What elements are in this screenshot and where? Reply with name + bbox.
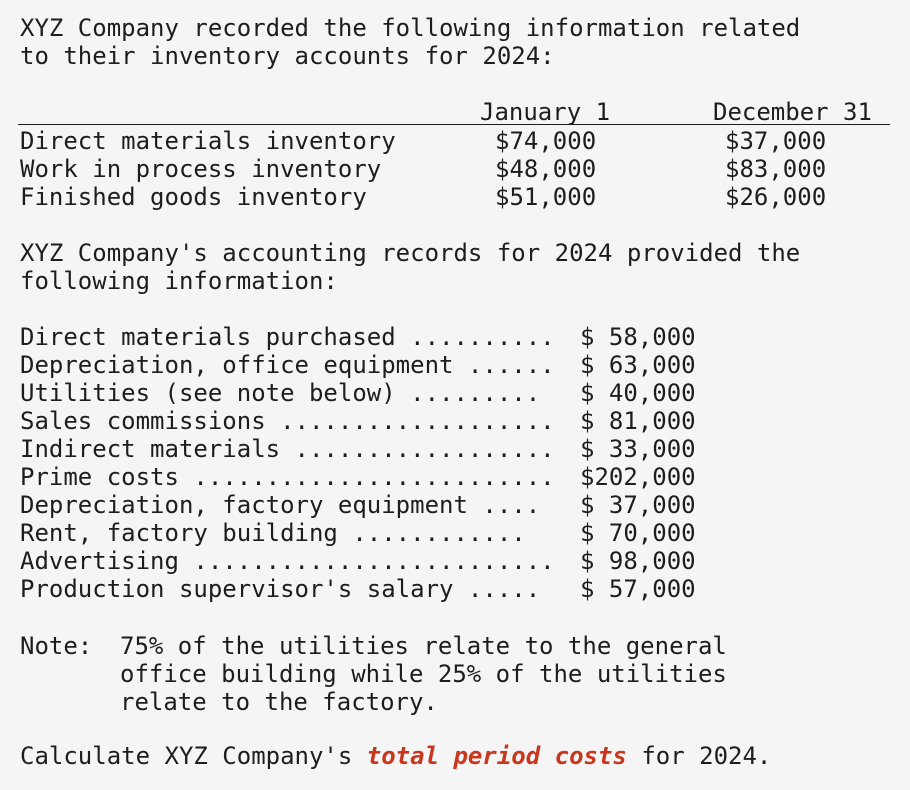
cost-item-value: $ 63,000 bbox=[580, 351, 696, 379]
intro-text: XYZ Company recorded the following infor… bbox=[20, 14, 800, 70]
inventory-dec-value: $26,000 bbox=[725, 183, 827, 211]
cost-item-label: Rent, factory building ............ bbox=[20, 519, 526, 547]
cost-item-value: $202,000 bbox=[580, 463, 696, 491]
cost-item-label: Advertising ......................... bbox=[20, 547, 555, 575]
inventory-dec-value: $37,000 bbox=[725, 127, 827, 155]
records-intro-line-2: following information: bbox=[20, 267, 338, 295]
question-emphasis: total period costs bbox=[366, 742, 627, 770]
question-prefix: Calculate XYZ Company's bbox=[20, 742, 367, 770]
cost-item-value: $ 81,000 bbox=[580, 407, 696, 435]
cost-item-value: $ 57,000 bbox=[580, 575, 696, 603]
note-line-3: relate to the factory. bbox=[120, 688, 438, 716]
cost-item-label: Production supervisor's salary ..... bbox=[20, 575, 541, 603]
inventory-dec-value: $83,000 bbox=[725, 155, 827, 183]
note-line-2: office building while 25% of the utiliti… bbox=[120, 660, 727, 688]
cost-item-label: Depreciation, office equipment ...... bbox=[20, 351, 555, 379]
cost-item-value: $ 98,000 bbox=[580, 547, 696, 575]
intro-line-2: to their inventory accounts for 2024: bbox=[20, 42, 555, 70]
note-label: Note: bbox=[20, 632, 93, 660]
cost-item-value: $ 58,000 bbox=[580, 323, 696, 351]
inventory-jan-value: $48,000 bbox=[495, 155, 597, 183]
cost-item-value: $ 40,000 bbox=[580, 379, 696, 407]
cost-item-label: Sales commissions ................... bbox=[20, 407, 555, 435]
cost-item-label: Depreciation, factory equipment .... bbox=[20, 491, 541, 519]
question-suffix: for 2024. bbox=[626, 742, 772, 770]
inventory-jan-value: $51,000 bbox=[495, 183, 597, 211]
inventory-row-label: Finished goods inventory bbox=[20, 183, 367, 211]
inventory-row-label: Direct materials inventory bbox=[20, 127, 396, 155]
table-header-rule bbox=[18, 124, 890, 125]
records-intro-text: XYZ Company's accounting records for 202… bbox=[20, 239, 800, 295]
note-text: 75% of the utilities relate to the gener… bbox=[120, 632, 727, 716]
cost-item-value: $ 33,000 bbox=[580, 435, 696, 463]
question-text: Calculate XYZ Company's total period cos… bbox=[20, 742, 771, 770]
column-header-december: December 31 bbox=[713, 98, 872, 126]
cost-item-label: Direct materials purchased .......... bbox=[20, 323, 555, 351]
cost-item-value: $ 37,000 bbox=[580, 491, 696, 519]
cost-item-label: Indirect materials .................. bbox=[20, 435, 555, 463]
records-intro-line-1: XYZ Company's accounting records for 202… bbox=[20, 239, 801, 267]
column-header-january: January 1 bbox=[480, 98, 611, 126]
inventory-row-label: Work in process inventory bbox=[20, 155, 382, 183]
cost-item-label: Prime costs ......................... bbox=[20, 463, 555, 491]
note-line-1: 75% of the utilities relate to the gener… bbox=[120, 632, 727, 660]
intro-line-1: XYZ Company recorded the following infor… bbox=[20, 14, 801, 42]
inventory-jan-value: $74,000 bbox=[495, 127, 597, 155]
cost-item-value: $ 70,000 bbox=[580, 519, 696, 547]
cost-item-label: Utilities (see note below) ......... bbox=[20, 379, 541, 407]
